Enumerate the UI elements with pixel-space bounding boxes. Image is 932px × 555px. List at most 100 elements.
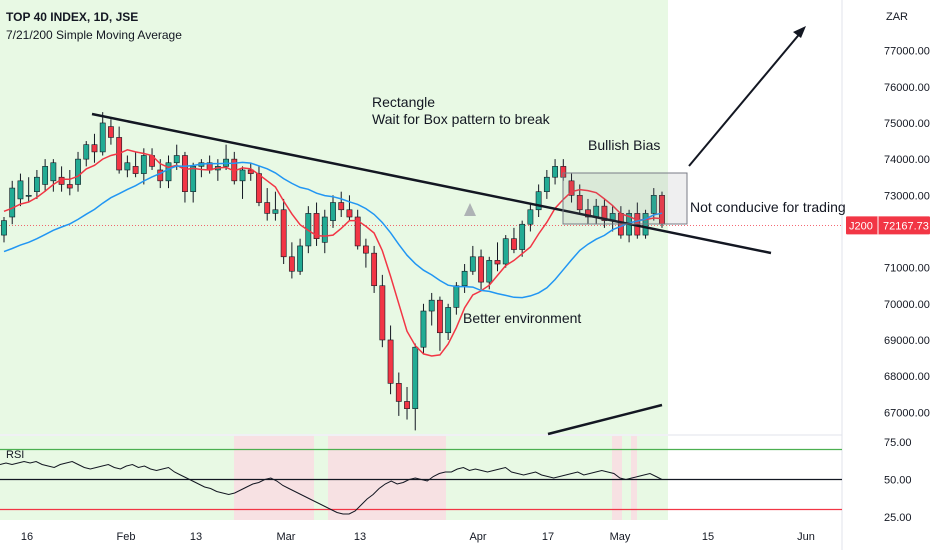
time-tick-label: Feb xyxy=(117,531,136,543)
candle xyxy=(321,216,328,243)
bullish-arrow xyxy=(688,30,803,167)
candle xyxy=(371,252,378,287)
candle xyxy=(338,202,345,211)
candle xyxy=(288,256,295,272)
time-tick-label: Apr xyxy=(469,531,486,543)
candle xyxy=(140,155,147,174)
box-pattern xyxy=(562,172,688,225)
candle xyxy=(42,166,49,185)
candle xyxy=(157,169,164,182)
time-tick-label: Mar xyxy=(277,531,296,543)
rsi-tick-label: 75.00 xyxy=(884,437,912,449)
candle xyxy=(469,256,476,272)
candle xyxy=(601,205,608,221)
candle xyxy=(132,166,139,174)
candle xyxy=(461,270,468,287)
candle xyxy=(264,202,271,214)
time-tick-label: 15 xyxy=(702,531,714,543)
candle xyxy=(576,195,583,211)
annotation-rectangle: Rectangle xyxy=(372,94,435,110)
candle xyxy=(543,176,550,192)
candle xyxy=(256,173,262,203)
last-price-value: 72167.73 xyxy=(883,220,929,232)
trendline-support xyxy=(547,403,663,436)
candle xyxy=(239,169,246,182)
candle xyxy=(346,209,353,218)
candle xyxy=(99,122,106,153)
candle xyxy=(420,310,427,348)
candle xyxy=(17,180,24,200)
candle xyxy=(108,126,114,138)
currency-label: ZAR xyxy=(886,11,908,23)
last-price-symbol: J200 xyxy=(849,220,873,232)
rsi-label: RSI xyxy=(6,449,24,461)
candle xyxy=(124,162,131,171)
price-tick-label: 76000.00 xyxy=(884,82,930,94)
indicator-legend: 7/21/200 Simple Moving Average xyxy=(6,28,182,42)
time-tick-label: 13 xyxy=(354,531,366,543)
candle xyxy=(527,209,534,225)
price-tick-label: 75000.00 xyxy=(884,118,930,130)
candle xyxy=(486,260,493,283)
candle xyxy=(190,166,197,192)
candle xyxy=(379,285,386,341)
candle xyxy=(428,299,435,312)
candle xyxy=(387,339,394,384)
price-tick-label: 69000.00 xyxy=(884,335,930,347)
rsi-tick-label: 25.00 xyxy=(884,512,912,524)
price-tick-label: 77000.00 xyxy=(884,46,930,58)
candle xyxy=(437,299,443,334)
rsi-band-0 xyxy=(234,436,314,520)
rsi-band-2 xyxy=(612,436,622,520)
candle xyxy=(494,260,501,265)
candle xyxy=(66,184,73,189)
candle xyxy=(650,195,657,214)
rsi-tick-label: 50.00 xyxy=(884,475,912,487)
candle xyxy=(404,401,410,409)
candle xyxy=(182,155,188,192)
candle xyxy=(535,191,542,211)
last-price-badge xyxy=(846,216,930,235)
candle xyxy=(91,144,98,153)
rsi-band-3 xyxy=(631,436,637,520)
candle xyxy=(453,285,460,308)
price-tick-label: 67000.00 xyxy=(884,407,930,419)
candle xyxy=(519,223,526,250)
candle xyxy=(33,176,40,192)
candle xyxy=(330,202,336,221)
time-tick-label: 17 xyxy=(542,531,554,543)
candle xyxy=(511,238,517,250)
price-tick-label: 74000.00 xyxy=(884,154,930,166)
candle xyxy=(272,209,279,214)
candle xyxy=(83,144,90,160)
sma-7-line xyxy=(3,149,663,357)
rsi-band-1 xyxy=(328,436,446,520)
candle xyxy=(445,307,452,334)
price-tick-label: 73000.00 xyxy=(884,190,930,202)
candle xyxy=(297,245,303,272)
candle xyxy=(395,383,402,402)
candle xyxy=(478,256,484,283)
bullish-arrowhead xyxy=(793,26,806,38)
candle xyxy=(354,216,361,247)
price-tick-label: 68000.00 xyxy=(884,371,930,383)
candle xyxy=(585,209,591,218)
price-tick-label: 71000.00 xyxy=(884,263,930,275)
marker-triangle xyxy=(464,203,476,216)
trendline-resistance xyxy=(91,112,772,255)
annotation-better-environment: Better environment xyxy=(463,310,581,326)
annotation-bullish-bias: Bullish Bias xyxy=(588,137,660,153)
candle xyxy=(50,162,57,182)
sma-21-line xyxy=(3,161,663,299)
candle xyxy=(165,162,172,182)
rsi-line xyxy=(0,460,663,515)
candle xyxy=(362,245,369,254)
candle xyxy=(247,169,254,174)
candle xyxy=(412,346,419,409)
candle xyxy=(552,166,558,178)
candle xyxy=(1,220,7,236)
time-tick-label: 16 xyxy=(21,531,33,543)
annotation-wait-for-break: Wait for Box pattern to break xyxy=(372,111,551,127)
time-tick-label: May xyxy=(610,531,631,543)
